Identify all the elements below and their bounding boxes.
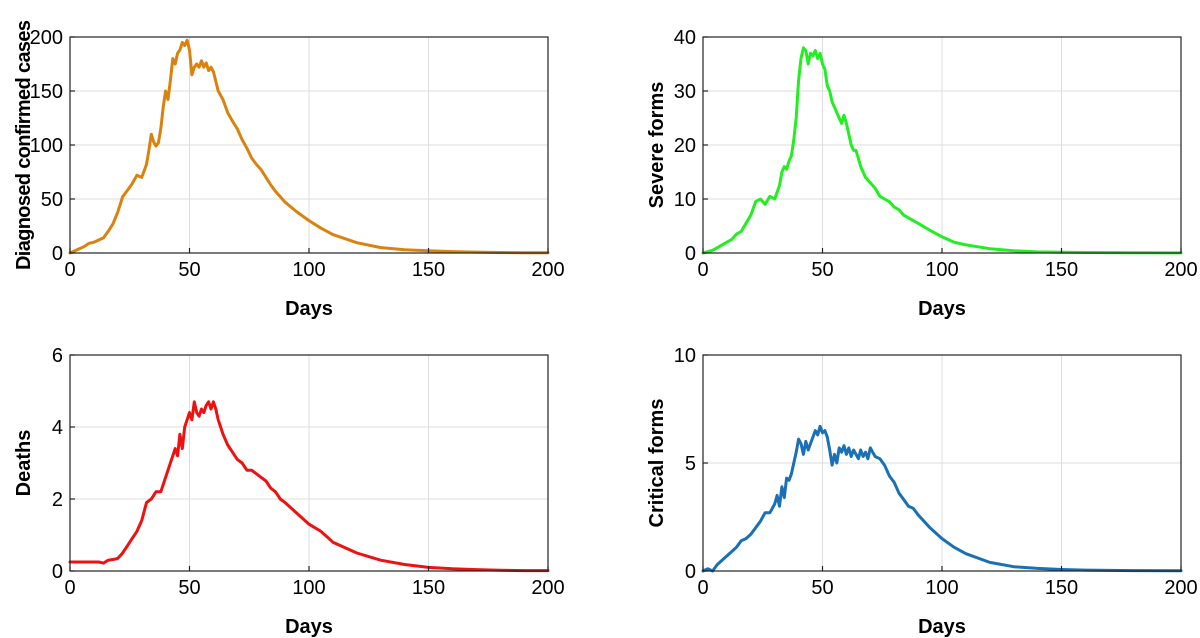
series-line-1: [701, 424, 1183, 573]
y-tick-label: 40: [674, 27, 696, 49]
y-tick-label: 4: [52, 417, 63, 439]
y-tick-label: 10: [674, 345, 696, 367]
x-tick-label: 0: [697, 259, 708, 281]
y-axis-label: Diagnosed confirmed cases: [13, 20, 35, 270]
x-tick-label: 0: [64, 577, 75, 599]
x-tick-label: 100: [292, 259, 325, 281]
x-axis-label: Days: [918, 616, 966, 638]
y-tick-label: 100: [30, 135, 63, 157]
x-tick-label: 200: [1164, 577, 1197, 599]
chart-panel-4: 0 50 100 150 200 0 5 10 Days Critical forms: [646, 345, 1198, 638]
x-tick-label: 50: [178, 259, 200, 281]
x-tick-label: 100: [292, 577, 325, 599]
y-tick-label: 0: [52, 243, 63, 265]
chart-panel-1: 0 50 100 150 200 0 50 100 150 200 Days Diagnosed co…: [13, 20, 565, 320]
x-axis-label: Days: [285, 616, 333, 638]
y-tick-label: 2: [52, 489, 63, 511]
y-tick-label: 0: [52, 561, 63, 583]
y-axis-label: Deaths: [13, 430, 35, 497]
y-tick-label: 5: [685, 453, 696, 475]
x-tick-label: 150: [1045, 259, 1078, 281]
x-tick-label: 150: [412, 577, 445, 599]
y-tick-label: 10: [674, 189, 696, 211]
chart-panel-3: 0 50 100 150 200 0 2 4 6 Days Deaths: [13, 345, 565, 638]
y-tick-label: 150: [30, 81, 63, 103]
y-tick-label: 6: [52, 345, 63, 367]
x-tick-label: 150: [412, 259, 445, 281]
x-tick-label: 50: [811, 259, 833, 281]
chart-panel-2: 0 50 100 150 200 0 10 20 30 40 Days Severe forms: [646, 27, 1198, 320]
x-tick-label: 0: [697, 577, 708, 599]
y-axis-label: Critical forms: [646, 399, 668, 528]
x-tick-label: 100: [925, 577, 958, 599]
y-axis-label: Severe forms: [646, 82, 668, 209]
y-tick-label: 0: [685, 561, 696, 583]
x-tick-label: 0: [64, 259, 75, 281]
x-tick-label: 200: [531, 577, 564, 599]
x-axis-label: Days: [285, 298, 333, 320]
y-tick-label: 200: [30, 27, 63, 49]
x-tick-label: 50: [811, 577, 833, 599]
x-tick-label: 50: [178, 577, 200, 599]
y-tick-label: 20: [674, 135, 696, 157]
series-line-1: [68, 400, 550, 573]
series-line-1: [68, 38, 550, 255]
x-axis-label: Days: [918, 298, 966, 320]
x-tick-label: 100: [925, 259, 958, 281]
x-tick-label: 200: [1164, 259, 1197, 281]
x-tick-label: 150: [1045, 577, 1078, 599]
y-tick-label: 50: [41, 189, 63, 211]
x-tick-label: 200: [531, 259, 564, 281]
y-tick-label: 0: [685, 243, 696, 265]
y-tick-label: 30: [674, 81, 696, 103]
series-line-1: [701, 46, 1183, 255]
